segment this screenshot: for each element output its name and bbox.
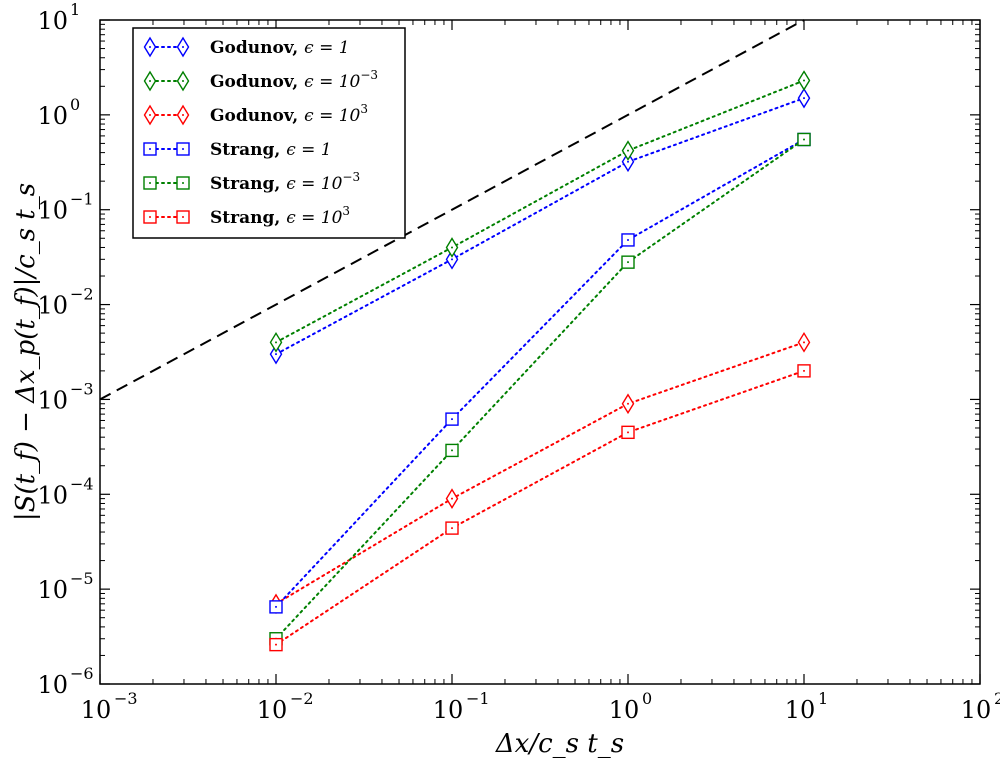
x-tick-exponent: −1	[466, 689, 490, 708]
y-tick-label: 10	[37, 7, 68, 35]
x-tick-label: 10	[81, 696, 112, 724]
legend-entry: Godunov, ϵ = 10−3	[143, 68, 378, 92]
legend-box	[132, 27, 406, 239]
legend-label: Godunov, ϵ = 10−3	[210, 68, 378, 92]
y-tick-exponent: 1	[70, 0, 80, 19]
data-point	[797, 132, 811, 147]
legend-marker	[176, 210, 190, 224]
y-tick-label: 10	[37, 197, 68, 225]
legend-marker	[143, 176, 157, 190]
series-line	[275, 138, 805, 640]
x-tick-exponent: −3	[114, 689, 138, 708]
series-line	[275, 369, 805, 646]
series-line	[275, 97, 805, 356]
x-tick-label: 10	[433, 696, 464, 724]
ticks-layer: 10 −3 10 −2 10 −1 10 0 10 1 10 210 −610 −510 −410 −310−…	[37, 0, 1000, 724]
y-tick-label: 10	[37, 481, 68, 509]
x-tick-exponent: 2	[994, 689, 1000, 708]
series-line	[275, 138, 805, 608]
legend-marker	[143, 70, 157, 92]
reference-slope-line	[99, 19, 805, 401]
legend-marker	[176, 70, 190, 92]
y-tick-label: 10	[37, 102, 68, 130]
y-tick-exponent: −6	[70, 664, 94, 683]
series-1	[269, 87, 811, 365]
data-point	[797, 331, 811, 353]
data-point	[621, 425, 635, 440]
legend-marker	[143, 104, 157, 126]
y-tick-label: 10	[37, 576, 68, 604]
legend-marker	[176, 104, 190, 126]
legend: Godunov, ϵ = 1 Godunov, ϵ = 10−3 Godunov, …	[132, 27, 406, 239]
legend-label: Godunov, ϵ = 1	[210, 38, 350, 58]
data-point	[445, 412, 459, 426]
series-line	[275, 341, 805, 605]
x-tick-exponent: 0	[642, 689, 652, 708]
x-tick-label: 10	[609, 696, 640, 724]
data-point	[445, 488, 459, 509]
data-point	[269, 600, 283, 614]
y-tick-exponent: −2	[70, 285, 94, 304]
legend-label: Strang, ϵ = 103	[210, 204, 350, 228]
y-tick-exponent: −5	[70, 569, 94, 588]
x-tick-label: 10	[257, 696, 288, 724]
legend-marker	[143, 142, 157, 156]
x-tick-exponent: 1	[818, 689, 828, 708]
data-point	[797, 87, 811, 109]
series-2	[269, 70, 811, 353]
legend-entry: Strang, ϵ = 103	[143, 204, 350, 228]
reference-line-layer	[99, 19, 805, 401]
y-tick-exponent: 0	[70, 95, 80, 114]
legend-entry: Strang, ϵ = 10−3	[143, 170, 360, 194]
series-line	[275, 79, 805, 344]
data-point	[445, 248, 459, 270]
y-tick-label: 10	[37, 386, 68, 414]
data-point	[269, 343, 283, 365]
data-point	[445, 237, 459, 258]
series-6	[269, 364, 811, 652]
legend-label: Strang, ϵ = 1	[210, 140, 332, 160]
legend-entry: Godunov, ϵ = 103	[143, 102, 368, 126]
x-tick-exponent: −2	[290, 689, 314, 708]
legend-label: Godunov, ϵ = 103	[210, 102, 368, 126]
legend-marker	[176, 36, 190, 58]
x-tick-label: 10	[785, 696, 816, 724]
legend-marker	[143, 210, 157, 224]
legend-label: Strang, ϵ = 10−3	[210, 170, 360, 194]
legend-entry: Strang, ϵ = 1	[143, 140, 332, 160]
data-point	[621, 393, 635, 415]
y-tick-exponent: −1	[70, 190, 94, 209]
data-point	[445, 443, 459, 458]
series-layer	[269, 70, 811, 652]
x-axis-label: Δx/c_s t_s	[495, 729, 624, 759]
y-tick-label: 10	[37, 671, 68, 699]
legend-marker	[176, 176, 190, 190]
legend-marker	[143, 36, 157, 58]
y-tick-exponent: −3	[70, 379, 94, 398]
data-point	[797, 70, 811, 91]
y-axis-label: |S(t_f) − Δx_p(t_f)|/c_s t_s	[11, 183, 41, 521]
data-point	[797, 364, 811, 378]
data-point	[621, 140, 635, 161]
data-point	[621, 233, 635, 247]
data-point	[621, 151, 635, 173]
data-point	[269, 637, 283, 652]
legend-marker	[176, 142, 190, 156]
data-point	[269, 331, 283, 353]
data-point	[445, 521, 459, 535]
data-point	[621, 255, 635, 269]
plot-frame	[99, 19, 981, 685]
series-5	[269, 132, 811, 646]
x-tick-label: 10	[961, 696, 992, 724]
legend-entry: Godunov, ϵ = 1	[143, 36, 350, 58]
y-tick-label: 10	[37, 292, 68, 320]
y-tick-exponent: −4	[70, 474, 94, 493]
